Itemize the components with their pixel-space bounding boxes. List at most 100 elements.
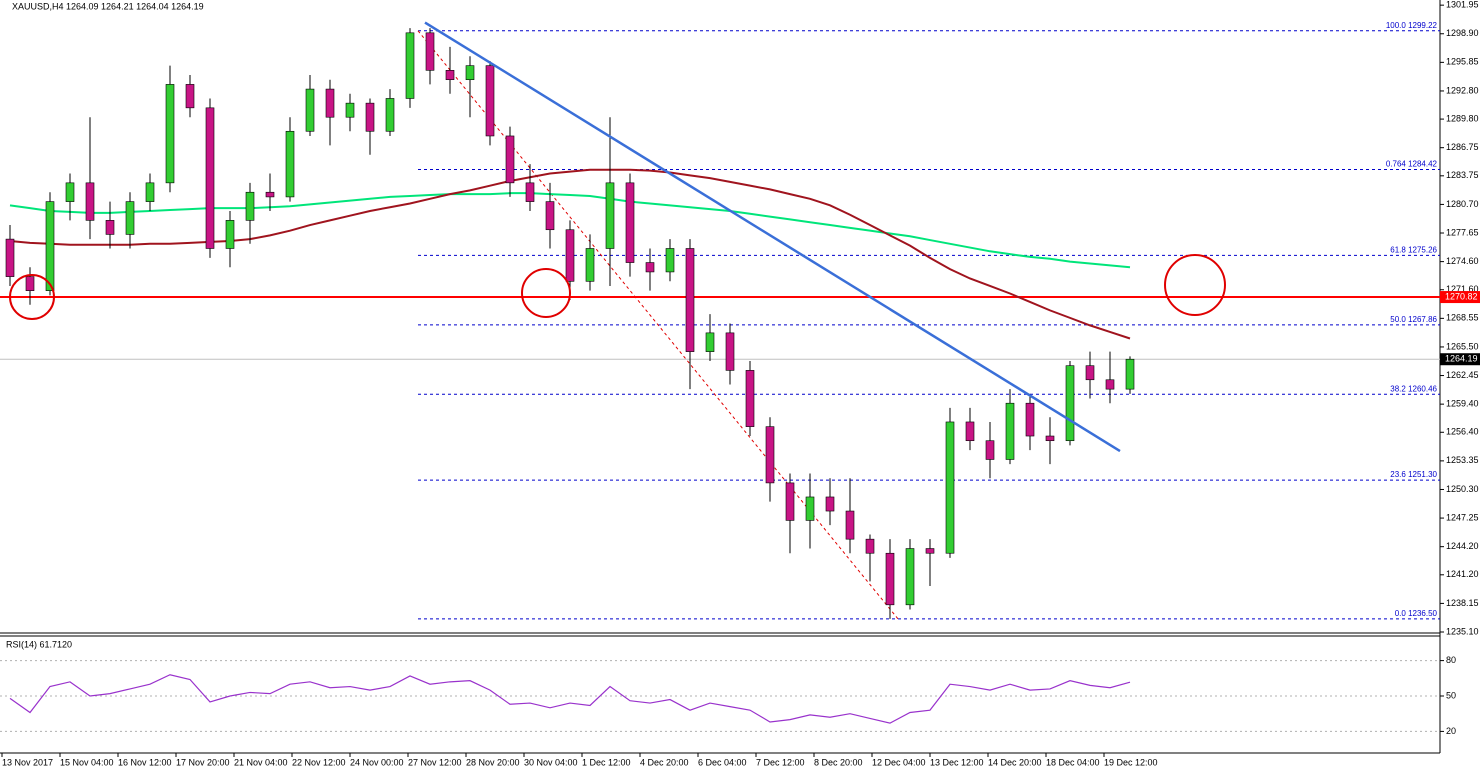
candle-body — [585, 248, 595, 282]
y-tick-label: 1250.30 — [1446, 484, 1479, 494]
support-price-box — [1440, 291, 1480, 304]
candle-body — [965, 421, 975, 442]
last-price-box — [1440, 353, 1480, 366]
x-tick-label: 1 Dec 12:00 — [582, 757, 631, 767]
candle-body — [185, 84, 195, 109]
fib-label: 50.0 1267.86 — [1390, 315, 1437, 324]
x-tick-label: 8 Dec 20:00 — [814, 757, 863, 767]
x-tick-label: 18 Dec 04:00 — [1046, 757, 1100, 767]
y-tick-label: 1277.65 — [1446, 227, 1479, 237]
candle-body — [805, 496, 815, 521]
y-tick-label: 1244.20 — [1446, 541, 1479, 551]
candle-body — [1125, 358, 1135, 390]
fib-label: 23.6 1251.30 — [1390, 470, 1437, 479]
candle-body — [165, 84, 175, 184]
x-tick-label: 7 Dec 12:00 — [756, 757, 805, 767]
candle-body — [605, 182, 615, 249]
y-tick-label: 1268.55 — [1446, 313, 1479, 323]
y-tick-label: 1247.25 — [1446, 512, 1479, 522]
candle-body — [725, 332, 735, 371]
x-tick-label: 28 Nov 20:00 — [466, 757, 520, 767]
x-tick-label: 21 Nov 04:00 — [234, 757, 288, 767]
y-tick-label: 1286.75 — [1446, 142, 1479, 152]
y-tick-label: 1289.80 — [1446, 113, 1479, 123]
candle-body — [125, 201, 135, 235]
candle-body — [365, 102, 375, 132]
y-tick-label: 1274.60 — [1446, 256, 1479, 266]
candle-body — [705, 332, 715, 352]
x-tick-label: 16 Nov 12:00 — [118, 757, 172, 767]
price-panel: 1301.95 1298.90 1295.85 1292.80 1289.80 1286.… — [0, 0, 1480, 636]
candle-body — [425, 32, 435, 71]
x-tick-label: 12 Dec 04:00 — [872, 757, 926, 767]
x-tick-label: 27 Nov 12:00 — [408, 757, 462, 767]
y-tick-label: 1265.50 — [1446, 341, 1479, 351]
candle-body — [945, 421, 955, 554]
x-tick-label: 17 Nov 20:00 — [176, 757, 230, 767]
x-tick-label: 30 Nov 04:00 — [524, 757, 578, 767]
candle-body — [1105, 379, 1115, 390]
candle-body — [5, 238, 15, 277]
y-tick-label: 1283.75 — [1446, 170, 1479, 180]
x-tick-label: 22 Nov 12:00 — [292, 757, 346, 767]
x-tick-label: 19 Dec 12:00 — [1104, 757, 1158, 767]
highlight-circle — [1164, 254, 1226, 316]
y-tick-label: 1259.40 — [1446, 399, 1479, 409]
candle-body — [1065, 365, 1075, 442]
y-tick-label: 1295.85 — [1446, 57, 1479, 67]
candle-body — [865, 538, 875, 554]
y-tick-label: 1262.45 — [1446, 370, 1479, 380]
candle-body — [325, 88, 335, 118]
candle-body — [65, 182, 75, 202]
candle-body — [85, 182, 95, 221]
moving-average — [9, 168, 1131, 340]
candle-body — [405, 32, 415, 99]
rsi-line — [9, 674, 1131, 724]
y-tick-label: 1256.40 — [1446, 427, 1479, 437]
candle-body — [985, 440, 995, 460]
candle-body — [145, 182, 155, 202]
candle-body — [665, 248, 675, 273]
candle-body — [305, 88, 315, 132]
rsi-panel: 20 50 80 — [0, 655, 1456, 736]
x-tick-label: 13 Nov 2017 — [2, 757, 53, 767]
x-tick-label: 15 Nov 04:00 — [60, 757, 114, 767]
candle-body — [385, 98, 395, 132]
y-tick-label: 1271.60 — [1446, 284, 1479, 294]
y-tick-label: 80 — [1446, 655, 1456, 665]
y-tick-label: 1301.95 — [1446, 0, 1479, 10]
candle-body — [925, 548, 935, 554]
candle-body — [465, 65, 475, 81]
candle-body — [785, 482, 795, 521]
candle-body — [905, 548, 915, 606]
candle-body — [205, 107, 215, 249]
candle-body — [845, 510, 855, 540]
y-tick-label: 1292.80 — [1446, 85, 1479, 95]
candle-body — [285, 130, 295, 198]
candle-body — [265, 191, 275, 198]
y-tick-label: 1241.20 — [1446, 569, 1479, 579]
support-price-label: 1270.82 — [1445, 291, 1478, 301]
candle-body — [445, 70, 455, 81]
candle-body — [625, 182, 635, 263]
candle-body — [765, 426, 775, 484]
candle-body — [1025, 402, 1035, 437]
fib-label: 100.0 1299.22 — [1386, 21, 1438, 30]
candle-body — [485, 65, 495, 137]
chart-title: XAUUSD,H4 1264.09 1264.21 1264.04 1264.1… — [12, 1, 204, 11]
candle-body — [245, 191, 255, 221]
highlight-circle — [9, 274, 55, 320]
moving-average — [9, 192, 1131, 269]
x-tick-label: 13 Dec 12:00 — [930, 757, 984, 767]
y-tick-label: 1238.15 — [1446, 598, 1479, 608]
x-tick-label: 14 Dec 20:00 — [988, 757, 1042, 767]
y-tick-label: 1298.90 — [1446, 28, 1479, 38]
x-tick-label: 24 Nov 00:00 — [350, 757, 404, 767]
candle-body — [565, 229, 575, 282]
candle-body — [825, 496, 835, 512]
candle-body — [645, 262, 655, 273]
fib-label: 61.8 1275.26 — [1390, 246, 1437, 255]
last-price-label: 1264.19 — [1445, 354, 1478, 364]
candle-body — [1005, 402, 1015, 460]
